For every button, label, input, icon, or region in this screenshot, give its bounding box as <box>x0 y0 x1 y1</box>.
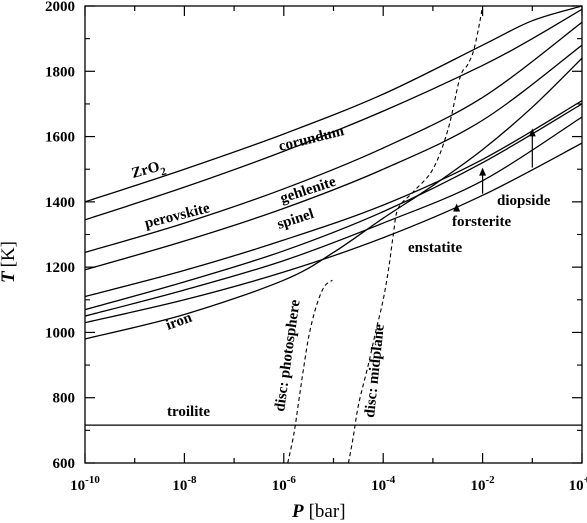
y-tick-label: 1000 <box>45 325 75 341</box>
label-gehlenite: gehlenite <box>278 174 338 207</box>
curve-labels-layer: ZrO2 corundum perovskite gehlenite spine… <box>130 123 551 420</box>
y-tick-label: 1400 <box>45 195 75 211</box>
y-tick-label: 600 <box>53 456 76 472</box>
arrow-enstatite <box>453 203 461 212</box>
label-disc-midplane: disc: midplane <box>362 323 388 418</box>
axes-layer: 10-10 10-8 10-6 10-4 10-2 10+0 600 800 1000 1200 1… <box>45 0 587 494</box>
label-spinel: spinel <box>275 206 316 233</box>
y-tick-label: 1800 <box>45 64 75 80</box>
x-tick-label: 10-10 <box>70 474 100 494</box>
label-forsterite: forsterite <box>452 214 511 230</box>
label-troilite: troilite <box>167 404 210 420</box>
series-gehlenite-line <box>85 44 582 271</box>
curves-layer <box>85 6 582 463</box>
series-iron-line <box>85 57 582 340</box>
y-tick-label: 2000 <box>45 0 75 15</box>
x-tick-label: 10-6 <box>272 474 297 494</box>
series-corundum-line <box>85 8 582 221</box>
label-perovskite: perovskite <box>143 200 212 232</box>
x-axis-label: P [bar] <box>291 501 346 522</box>
y-tick-label: 800 <box>53 391 76 407</box>
label-diopside: diopside <box>497 193 551 209</box>
label-zro2: ZrO2 <box>130 158 168 186</box>
label-corundum: corundum <box>277 123 346 155</box>
label-enstatite: enstatite <box>408 240 462 256</box>
series-spinel-line <box>85 100 582 298</box>
plot-frame <box>84 5 583 464</box>
x-tick-label: 10+0 <box>569 474 587 494</box>
series-perovskite-line <box>85 21 582 254</box>
label-disc-photosphere: disc: photosphere <box>272 298 304 412</box>
x-tick-label: 10-8 <box>172 474 197 494</box>
series-zro2-line <box>85 6 582 203</box>
y-tick-label: 1200 <box>45 260 75 276</box>
series-enstatite-line <box>85 116 582 317</box>
x-tick-label: 10-4 <box>371 474 396 494</box>
arrow-forsterite <box>479 167 487 194</box>
arrows-layer <box>453 128 536 212</box>
y-tick-label: 1600 <box>45 130 75 146</box>
series-diopside-line <box>85 142 582 324</box>
arrow-diopside <box>528 128 536 168</box>
x-tick-label: 10-2 <box>471 474 496 494</box>
series-disc-photosphere-line <box>287 279 333 463</box>
y-axis-label: T[K] <box>0 241 19 283</box>
series-forsterite-line <box>85 103 582 311</box>
